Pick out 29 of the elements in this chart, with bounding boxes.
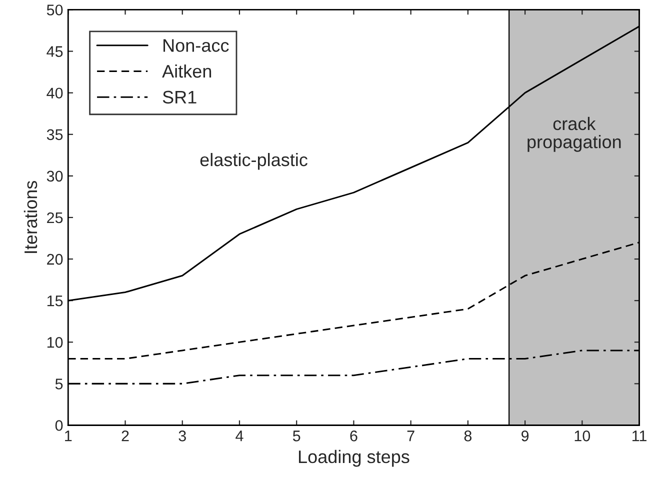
legend-label: SR1: [162, 90, 196, 104]
y-tick-label: 35: [46, 129, 63, 140]
legend-label: Non-acc: [164, 39, 229, 52]
legend-label: Aitken: [162, 64, 212, 78]
x-tick-label: 7: [407, 430, 414, 442]
x-tick-label: 3: [178, 430, 186, 442]
x-tick-label: 1: [65, 430, 72, 442]
y-axis-title: Iterations: [24, 181, 38, 253]
x-tick-label: 10: [574, 430, 590, 442]
y-tick-label: 20: [47, 254, 63, 265]
x-tick-label: 4: [236, 430, 244, 442]
x-tick-label: 2: [122, 430, 129, 442]
y-tick-label: 45: [46, 46, 63, 57]
y-tick-label: 25: [47, 212, 63, 224]
x-axis-title: Loading steps: [298, 450, 410, 467]
y-tick-label: 5: [55, 378, 63, 390]
y-tick-label: 50: [46, 4, 63, 16]
y-tick-label: 30: [46, 170, 63, 182]
y-tick-label: 0: [55, 420, 63, 431]
x-tick-label: 6: [350, 430, 358, 442]
x-tick-label: 11: [632, 430, 646, 442]
annotation: elastic-plastic: [200, 152, 308, 170]
x-tick-label: 9: [522, 430, 529, 442]
x-tick-label: 8: [464, 430, 472, 442]
x-tick-label: 5: [292, 430, 300, 442]
y-tick-label: 15: [47, 296, 63, 306]
y-tick-label: 40: [46, 88, 63, 99]
y-tick-label: 10: [47, 337, 63, 348]
band-label: crack propagation: [528, 116, 621, 152]
